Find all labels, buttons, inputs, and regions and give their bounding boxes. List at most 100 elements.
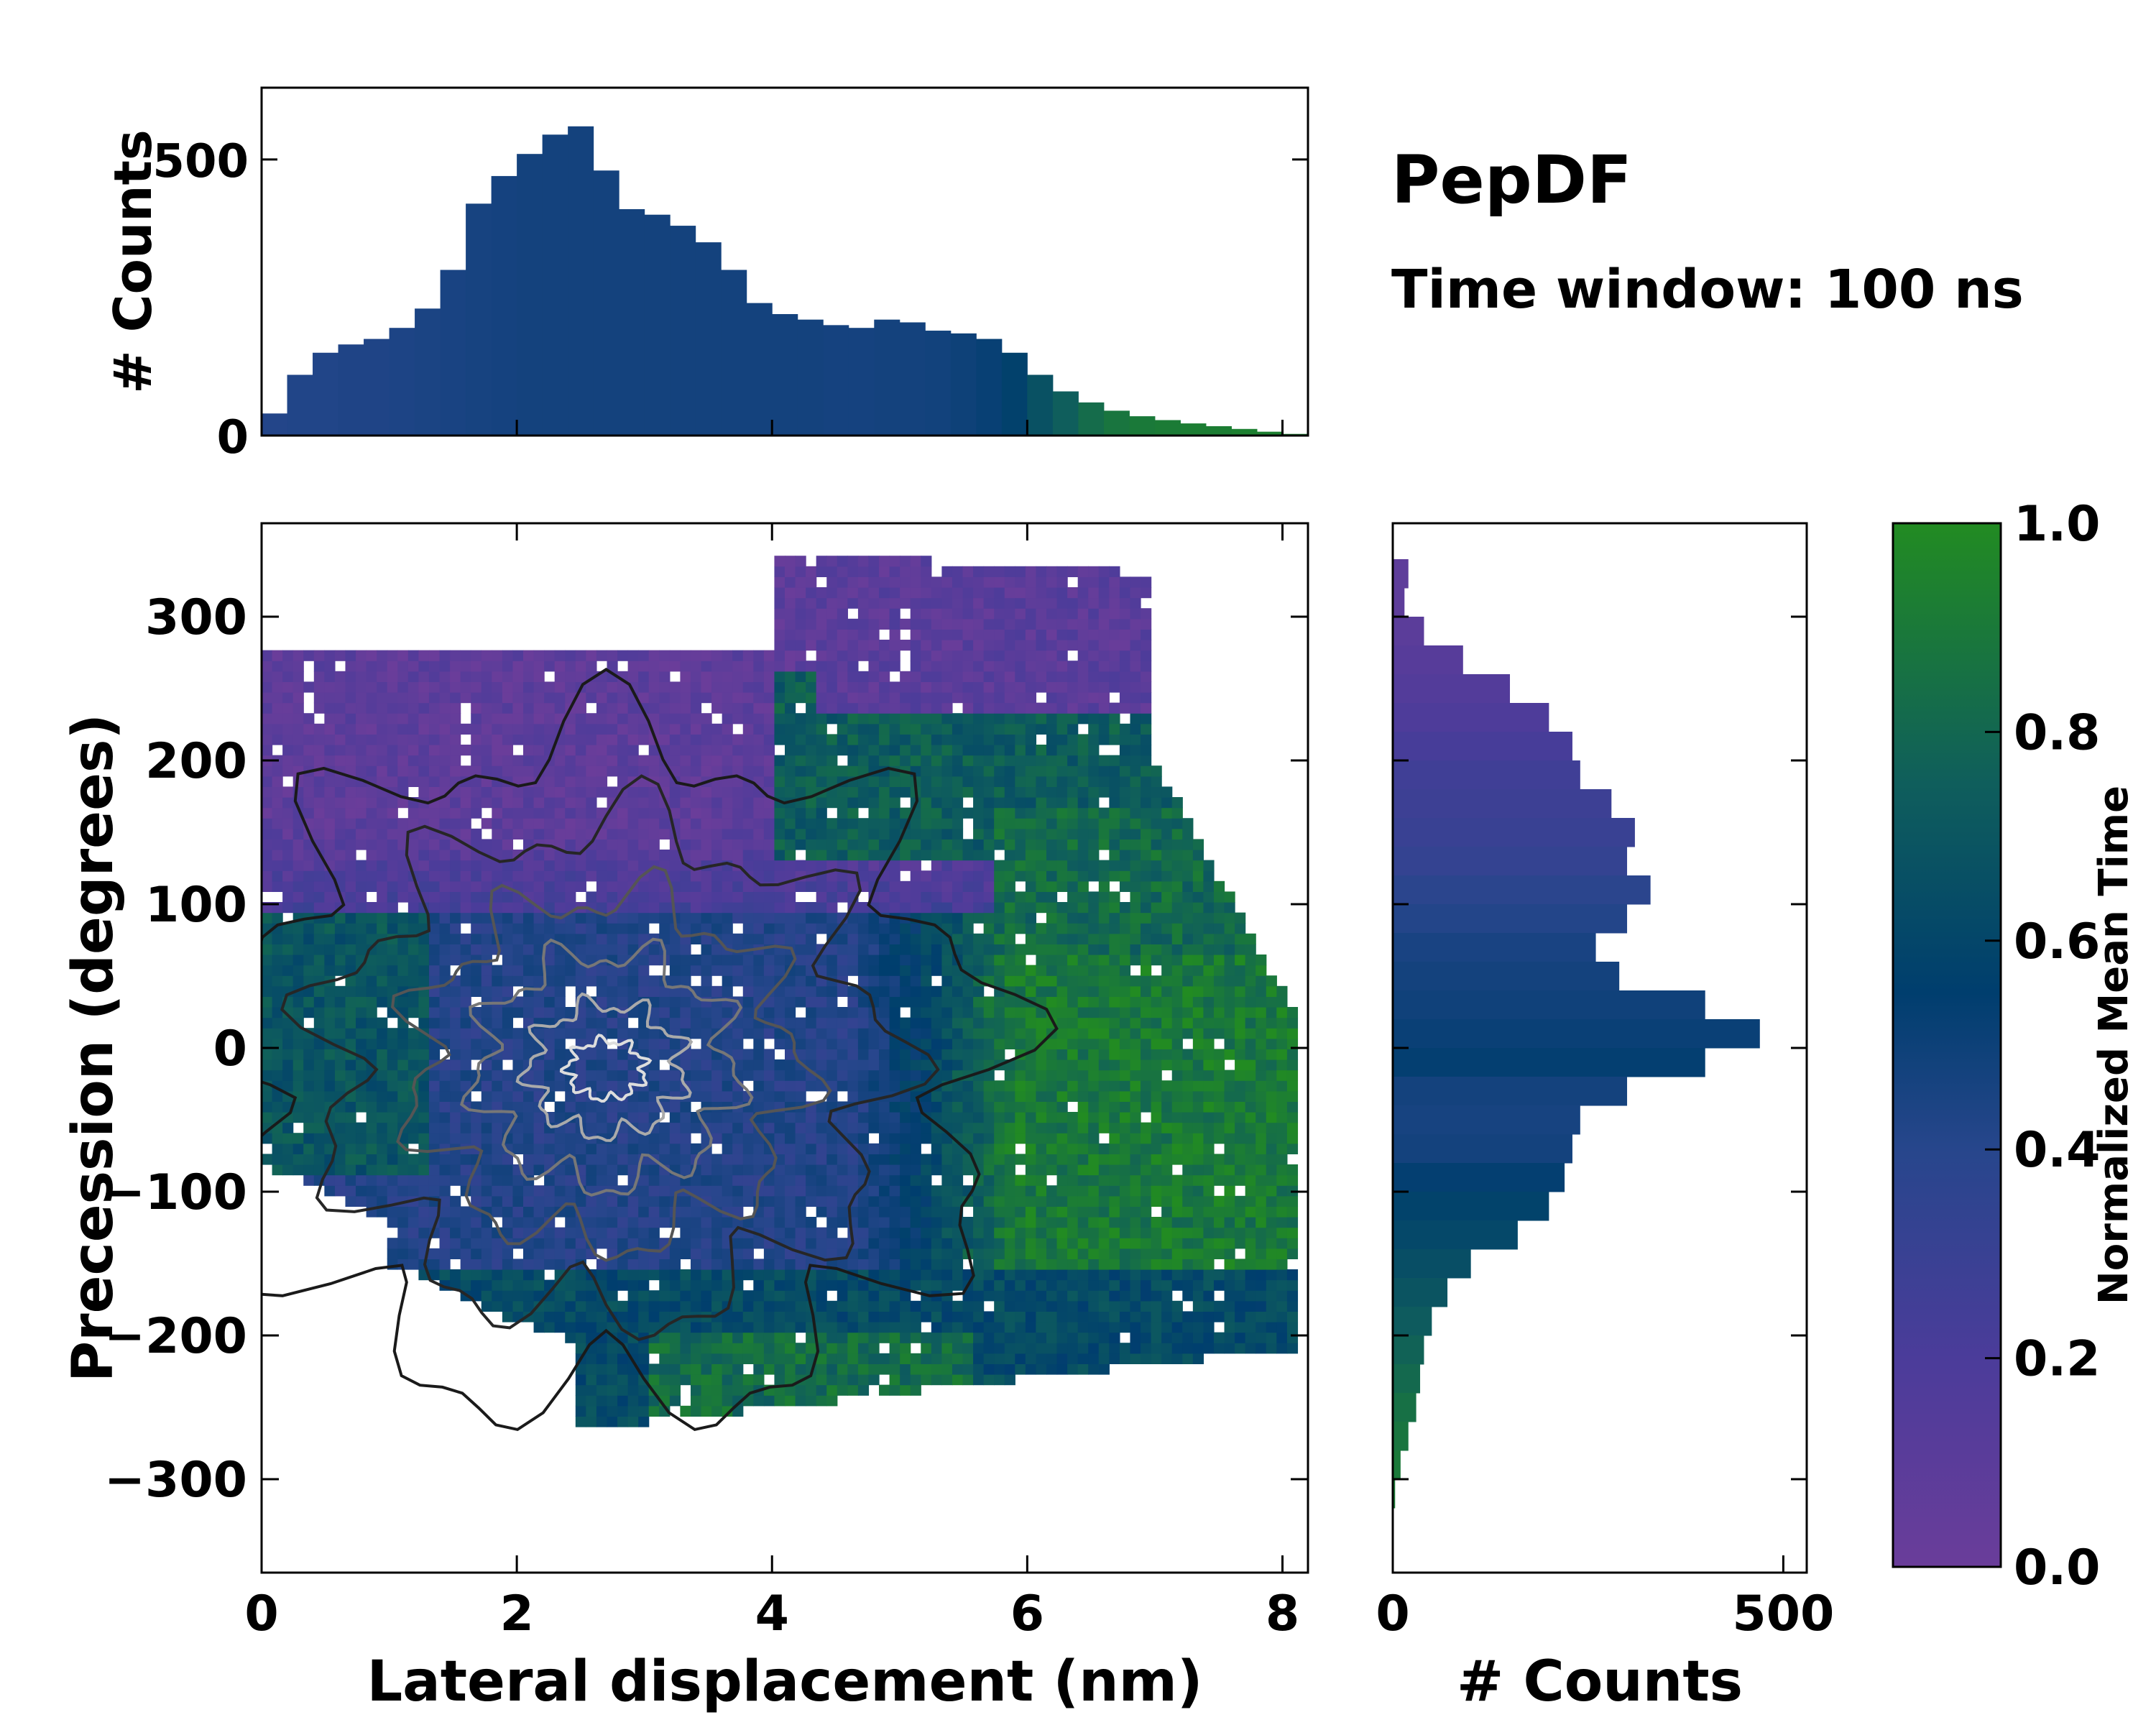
heatmap-cell xyxy=(994,912,1005,924)
heatmap-cell xyxy=(879,597,890,609)
heatmap-cell xyxy=(879,1195,890,1207)
heatmap-cell xyxy=(994,1217,1005,1228)
heatmap-cell xyxy=(921,891,932,903)
heatmap-cell xyxy=(607,702,618,714)
heatmap-cell xyxy=(356,1185,367,1197)
heatmap-cell xyxy=(596,702,608,714)
heatmap-cell xyxy=(418,1112,430,1123)
heatmap-cell xyxy=(722,1133,733,1144)
heatmap-cell xyxy=(680,1405,691,1417)
heatmap-cell xyxy=(418,1080,430,1092)
heatmap-cell xyxy=(272,1143,283,1154)
heatmap-cell xyxy=(857,923,870,934)
heatmap-cell xyxy=(523,902,535,914)
heatmap-cell xyxy=(690,1227,702,1238)
heatmap-cell xyxy=(544,1154,556,1165)
heatmap-cell xyxy=(303,786,315,798)
heatmap-cell xyxy=(607,1101,618,1113)
heatmap-cell xyxy=(596,975,608,987)
heatmap-cell xyxy=(983,1259,995,1270)
heatmap-cell xyxy=(711,734,723,745)
heatmap-cell xyxy=(1025,650,1037,661)
heatmap-cell xyxy=(900,850,911,861)
heatmap-cell xyxy=(471,985,482,997)
heatmap-cell xyxy=(983,912,995,924)
heatmap-cell xyxy=(450,1133,461,1144)
heatmap-cell xyxy=(313,671,325,682)
heatmap-cell xyxy=(774,1343,786,1354)
heatmap-cell xyxy=(313,891,325,903)
heatmap-cell xyxy=(785,828,796,840)
heatmap-cell xyxy=(638,1238,650,1249)
heatmap-cell xyxy=(356,1090,367,1102)
heatmap-cell xyxy=(638,1185,650,1197)
heatmap-cell xyxy=(921,954,932,966)
heatmap-cell xyxy=(471,860,482,871)
heatmap-cell xyxy=(900,880,911,892)
heatmap-cell xyxy=(795,912,806,924)
heatmap-cell xyxy=(439,692,451,704)
heatmap-cell xyxy=(962,1133,974,1144)
heatmap-cell xyxy=(450,1238,461,1249)
heatmap-cell xyxy=(586,650,597,661)
heatmap-cell xyxy=(481,702,492,714)
heatmap-cell xyxy=(983,944,995,955)
heatmap-cell xyxy=(952,1049,964,1060)
heatmap-cell xyxy=(324,1174,336,1186)
heatmap-cell xyxy=(701,1363,712,1375)
heatmap-cell xyxy=(763,1206,775,1218)
heatmap-cell xyxy=(533,1059,545,1071)
heatmap-cell xyxy=(554,807,566,819)
heatmap-cell xyxy=(523,996,535,1008)
heatmap-cell xyxy=(879,640,890,651)
heatmap-cell xyxy=(533,1195,545,1207)
heatmap-cell xyxy=(303,807,315,819)
heatmap-cell xyxy=(533,1311,545,1322)
heatmap-cell xyxy=(481,891,492,903)
heatmap-cell xyxy=(356,923,367,934)
heatmap-cell xyxy=(428,923,441,934)
heatmap-cell xyxy=(669,1038,681,1049)
heatmap-cell xyxy=(439,944,451,955)
heatmap-cell xyxy=(931,734,942,745)
heatmap-cell xyxy=(366,870,377,882)
heatmap-cell xyxy=(586,923,597,934)
heatmap-cell xyxy=(533,755,545,766)
heatmap-cell xyxy=(607,1279,618,1291)
heatmap-cell xyxy=(659,923,671,934)
heatmap-cell xyxy=(407,996,419,1008)
heatmap-cell xyxy=(627,1070,639,1081)
heatmap-cell xyxy=(774,985,786,997)
heatmap-cell xyxy=(648,1217,660,1228)
heatmap-cell xyxy=(648,1059,660,1071)
heatmap-cell xyxy=(627,1259,639,1270)
top-histogram-bar xyxy=(823,325,849,436)
heatmap-cell xyxy=(857,1384,870,1396)
heatmap-cell xyxy=(303,975,315,987)
heatmap-cell xyxy=(669,1395,681,1407)
heatmap-cell xyxy=(377,1185,388,1197)
heatmap-cell xyxy=(387,755,398,766)
heatmap-cell xyxy=(669,1080,681,1092)
heatmap-cell xyxy=(889,1101,900,1113)
heatmap-cell xyxy=(795,1206,806,1218)
heatmap-cell xyxy=(345,1122,356,1133)
heatmap-cell xyxy=(774,1154,786,1165)
heatmap-cell xyxy=(313,786,325,798)
heatmap-cell xyxy=(387,776,398,787)
heatmap-cell xyxy=(983,880,995,892)
heatmap-cell xyxy=(492,1090,503,1102)
heatmap-cell xyxy=(356,1028,367,1039)
heatmap-cell xyxy=(868,954,880,966)
heatmap-cell xyxy=(586,1049,597,1060)
heatmap-cell xyxy=(680,1154,691,1165)
heatmap-cell xyxy=(460,1059,471,1071)
heatmap-cell xyxy=(994,745,1005,756)
heatmap-cell xyxy=(774,1248,786,1259)
heatmap-cell xyxy=(313,1080,325,1092)
heatmap-cell xyxy=(617,755,629,766)
heatmap-cell xyxy=(921,912,932,924)
heatmap-cell xyxy=(763,1269,775,1281)
heatmap-cell xyxy=(889,902,900,914)
heatmap-cell xyxy=(941,629,953,640)
